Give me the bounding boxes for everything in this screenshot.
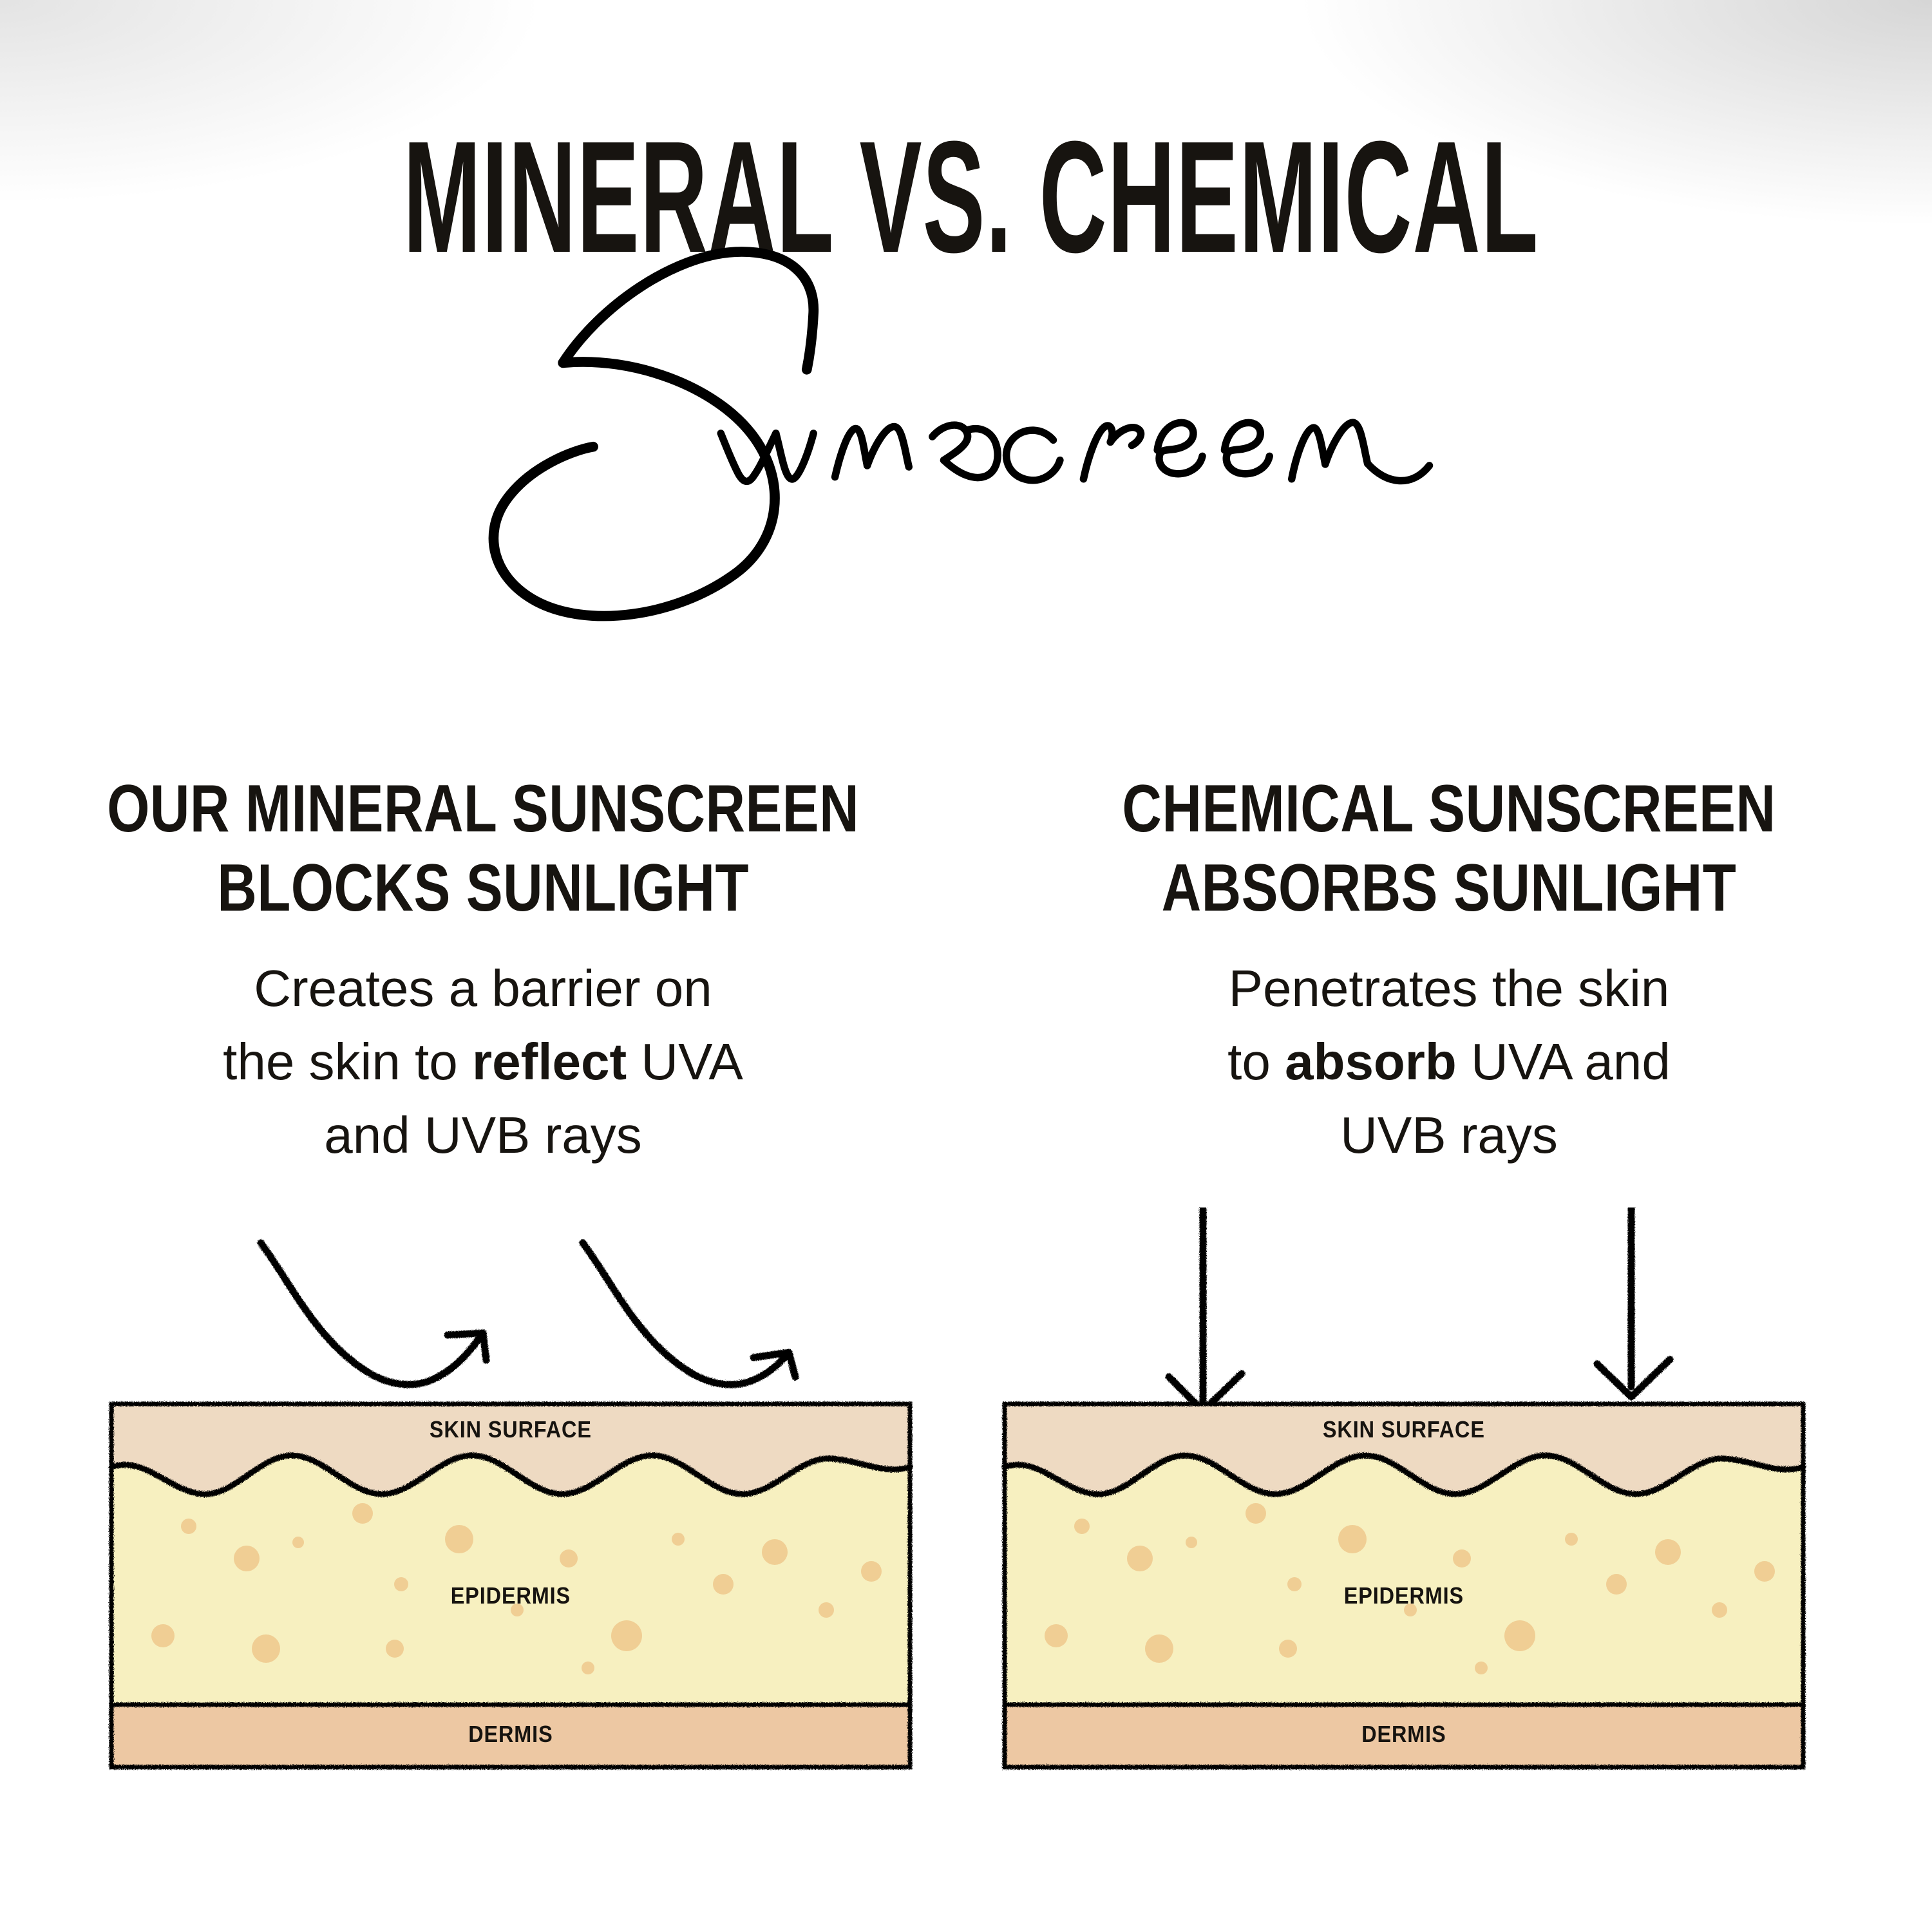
svg-text:EPIDERMIS: EPIDERMIS — [1344, 1583, 1464, 1609]
svg-text:DERMIS: DERMIS — [468, 1721, 553, 1747]
svg-text:EPIDERMIS: EPIDERMIS — [451, 1583, 571, 1609]
svg-text:DERMIS: DERMIS — [1361, 1721, 1446, 1747]
svg-text:SKIN SURFACE: SKIN SURFACE — [1323, 1417, 1485, 1443]
svg-text:SKIN SURFACE: SKIN SURFACE — [430, 1417, 592, 1443]
